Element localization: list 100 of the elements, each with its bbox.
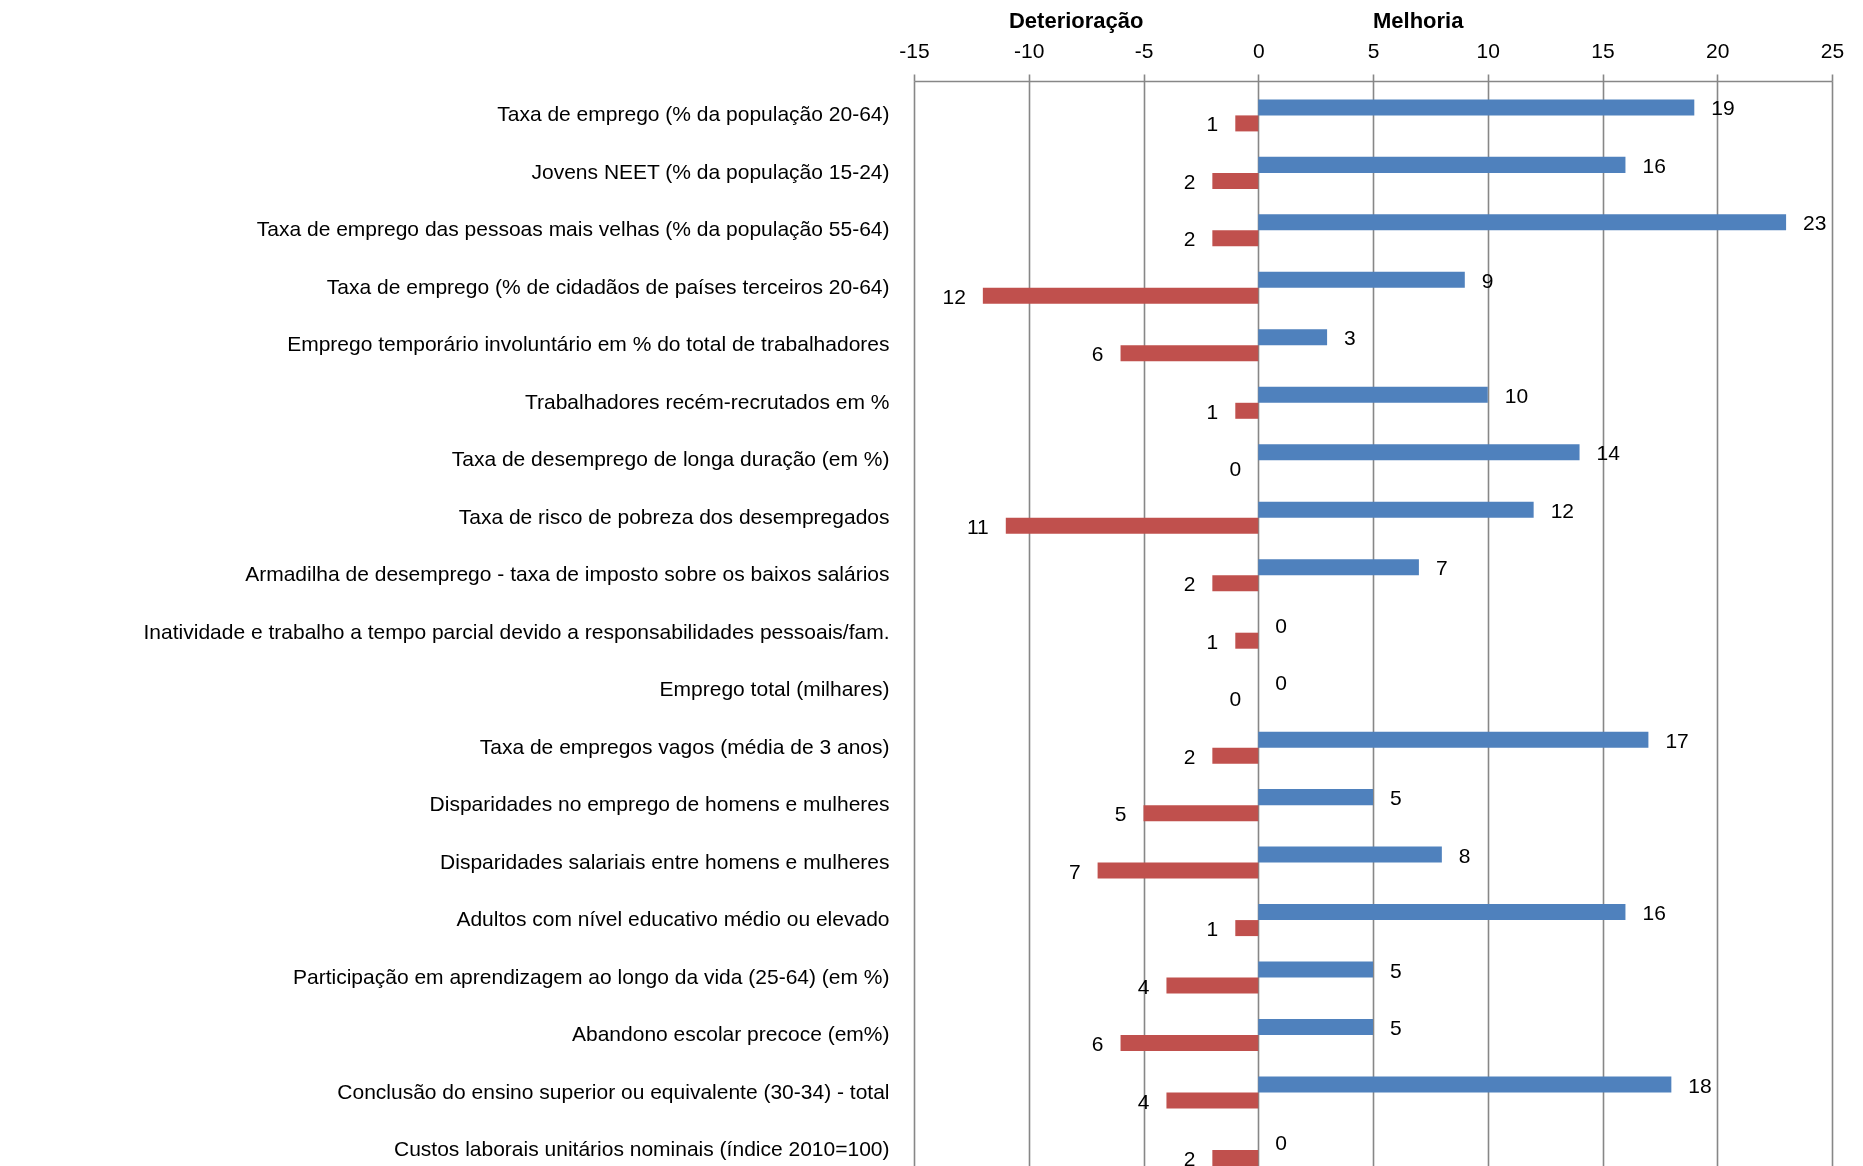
bar <box>1258 1076 1672 1093</box>
x-tick-label: 15 <box>1591 38 1615 62</box>
data-label: 19 <box>1711 96 1735 120</box>
data-label: 12 <box>1550 498 1575 522</box>
bar <box>1235 920 1259 937</box>
data-label: 5 <box>1114 802 1127 826</box>
data-label: 16 <box>1642 153 1666 177</box>
data-label: 1 <box>1206 629 1219 653</box>
bar <box>1258 904 1626 921</box>
data-label: 0 <box>1229 687 1242 711</box>
data-label: 2 <box>1183 1147 1196 1166</box>
x-tick-label: -15 <box>899 38 930 62</box>
bar <box>1097 862 1259 879</box>
bar <box>1258 846 1442 863</box>
y-tick-label: Emprego temporário involuntário em % do total de trabalhadores <box>287 332 890 356</box>
data-label: 2 <box>1183 572 1196 596</box>
data-label: 0 <box>1275 613 1287 637</box>
data-label: 12 <box>942 284 966 308</box>
data-label: 5 <box>1390 786 1402 810</box>
data-label: 17 <box>1665 728 1689 752</box>
text: Deterioração <box>1008 8 1144 33</box>
bar <box>1005 517 1259 534</box>
bar <box>1143 805 1259 822</box>
data-label: 14 <box>1596 441 1621 465</box>
data-label: 18 <box>1688 1073 1712 1097</box>
text: Melhoria <box>1373 8 1465 33</box>
bar <box>1258 444 1580 461</box>
y-tick-label: Inatividade e trabalho a tempo parcial devido a responsabilidades pessoais/fam. <box>143 619 890 643</box>
y-tick-label: Taxa de desemprego de longa duração (em %) <box>451 447 890 471</box>
y-tick-label: Trabalhadores recém-recrutados em % <box>524 389 890 413</box>
bar <box>1258 386 1488 403</box>
data-label: 23 <box>1803 211 1827 235</box>
x-tick-label: -10 <box>1014 38 1045 62</box>
bar <box>1258 329 1328 346</box>
bar <box>1235 115 1259 132</box>
y-tick-label: Taxa de emprego (% da população 20-64) <box>497 102 890 126</box>
data-label: 0 <box>1275 1130 1287 1154</box>
bar <box>1258 1019 1373 1036</box>
bar <box>1212 230 1259 247</box>
bar <box>1166 977 1259 994</box>
bar <box>1235 402 1259 419</box>
y-tick-label: Adultos com nível educativo médio ou elevado <box>456 907 890 931</box>
bar <box>1212 575 1259 592</box>
data-label: 4 <box>1137 1089 1150 1113</box>
y-tick-label: Taxa de emprego das pessoas mais velhas (% da população 55-64) <box>256 217 890 241</box>
data-label: 5 <box>1390 1016 1402 1040</box>
data-label: 2 <box>1183 744 1196 768</box>
x-tick-label: -5 <box>1134 38 1154 62</box>
data-label: 6 <box>1091 1032 1104 1056</box>
x-tick-label: 25 <box>1820 38 1845 62</box>
data-label: 11 <box>966 514 989 538</box>
data-label: 9 <box>1481 268 1494 292</box>
y-tick-label: Jovens NEET (% da população 15-24) <box>531 159 890 183</box>
data-label: 0 <box>1275 671 1287 695</box>
bar <box>1235 632 1259 649</box>
data-label: 8 <box>1458 843 1471 867</box>
bar <box>1258 731 1649 748</box>
y-tick-label: Conclusão do ensino superior ou equivalente (30-34) - total <box>337 1079 890 1103</box>
bar <box>1258 501 1534 518</box>
x-tick-label: 5 <box>1367 38 1380 62</box>
y-tick-label: Custos laborais unitários nominais (índice 2010=100) <box>393 1136 890 1160</box>
bar <box>1258 559 1419 576</box>
bar <box>1258 99 1695 116</box>
bar <box>1120 1035 1259 1052</box>
bar <box>1258 271 1465 288</box>
data-label: 0 <box>1229 457 1242 481</box>
y-tick-label: Abandono escolar precoce (em%) <box>571 1022 890 1046</box>
bar <box>1258 789 1373 806</box>
bar <box>982 287 1259 304</box>
bar <box>1212 172 1259 189</box>
y-tick-label: Emprego total (milhares) <box>659 677 890 701</box>
data-label: 1 <box>1206 112 1219 136</box>
data-label: 7 <box>1435 556 1448 580</box>
x-tick-label: 20 <box>1706 38 1730 62</box>
bar <box>1258 156 1626 173</box>
x-tick-label: 0 <box>1252 38 1265 62</box>
data-label: 16 <box>1642 901 1666 925</box>
data-label: 2 <box>1183 227 1196 251</box>
data-label: 10 <box>1504 383 1529 407</box>
y-tick-label: Disparidades salariais entre homens e mulheres <box>440 849 890 873</box>
data-label: 5 <box>1390 958 1402 982</box>
data-label: 1 <box>1206 399 1219 423</box>
bar <box>1258 961 1373 978</box>
bar <box>1212 747 1259 764</box>
bar <box>1258 214 1787 231</box>
y-tick-label: Taxa de emprego (% de cidadãos de países terceiros 20-64) <box>326 274 890 298</box>
data-label: 3 <box>1344 326 1356 350</box>
y-tick-label: Armadilha de desemprego - taxa de imposto sobre os baixos salários <box>245 562 890 586</box>
data-label: 2 <box>1183 169 1196 193</box>
y-tick-label: Taxa de empregos vagos (média de 3 anos) <box>479 734 890 758</box>
x-tick-label: 10 <box>1476 38 1500 62</box>
y-tick-label: Taxa de risco de pobreza dos desempregados <box>458 504 890 528</box>
bar <box>1212 1149 1259 1166</box>
bar <box>1120 345 1259 362</box>
data-label: 1 <box>1206 917 1219 941</box>
data-label: 4 <box>1137 974 1150 998</box>
data-label: 6 <box>1091 342 1104 366</box>
bar <box>1166 1092 1259 1109</box>
y-tick-label: Disparidades no emprego de homens e mulheres <box>429 792 890 816</box>
y-tick-label: Participação em aprendizagem ao longo da vida (25-64) (em %) <box>293 964 890 988</box>
